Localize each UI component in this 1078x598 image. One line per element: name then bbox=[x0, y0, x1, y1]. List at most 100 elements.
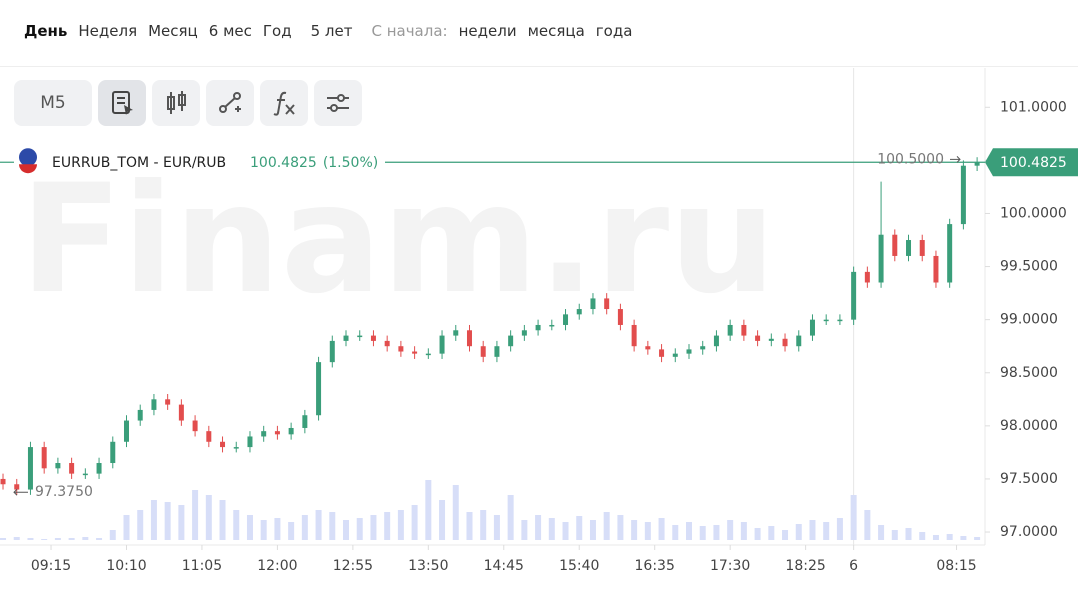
candle-body bbox=[796, 335, 802, 347]
candles-button[interactable] bbox=[152, 80, 200, 126]
tab[interactable]: Месяц bbox=[148, 22, 198, 40]
candle-body bbox=[741, 324, 747, 336]
candle-body bbox=[919, 240, 925, 256]
divider bbox=[0, 66, 1078, 67]
volume-bar bbox=[370, 515, 377, 540]
candle-body bbox=[508, 335, 514, 347]
candle-body bbox=[261, 431, 267, 437]
indicators-button[interactable] bbox=[260, 80, 308, 126]
candle-body bbox=[672, 353, 678, 357]
volume-bar bbox=[301, 515, 308, 540]
flag-icon bbox=[19, 164, 37, 174]
volume-bar bbox=[919, 532, 926, 540]
tab[interactable]: Неделя bbox=[78, 22, 138, 40]
candle-body bbox=[288, 427, 294, 435]
volume-bar bbox=[589, 520, 596, 540]
candle-body bbox=[384, 340, 390, 347]
volume-bar bbox=[233, 510, 240, 540]
volume-bar bbox=[178, 505, 185, 540]
price-tag-label: 100.4825 bbox=[1000, 155, 1067, 171]
flag-icon bbox=[19, 148, 37, 167]
candle-body bbox=[55, 463, 61, 469]
x-tick-label: 15:40 bbox=[559, 558, 599, 574]
volume-bar bbox=[68, 538, 75, 540]
y-tick-label: 100.0000 bbox=[1000, 205, 1067, 221]
candle-body bbox=[823, 319, 829, 322]
candle-body bbox=[782, 338, 788, 347]
icon bbox=[167, 91, 186, 114]
candle-body bbox=[69, 463, 75, 474]
candle-body bbox=[659, 349, 665, 357]
volume-bar bbox=[548, 518, 555, 540]
candle-body bbox=[604, 298, 610, 310]
volume-bar bbox=[150, 500, 157, 540]
x-tick-label: 11:05 bbox=[182, 558, 222, 574]
candle-body bbox=[851, 271, 857, 320]
drawing-button[interactable] bbox=[206, 80, 254, 126]
watermark: Finam.ru bbox=[20, 153, 776, 327]
candle-body bbox=[947, 224, 953, 283]
volume-bar bbox=[836, 518, 843, 540]
volume-bar bbox=[576, 516, 583, 540]
volume-bar bbox=[466, 512, 473, 540]
chart-type-button[interactable] bbox=[98, 80, 146, 126]
volume-bar bbox=[864, 510, 871, 540]
x-tick-label: 6 bbox=[849, 558, 858, 574]
volume-bar bbox=[782, 530, 789, 540]
volume-bar bbox=[672, 525, 679, 540]
volume-bar bbox=[891, 530, 898, 540]
tab[interactable]: День bbox=[24, 22, 68, 40]
icon bbox=[219, 92, 241, 113]
candle-body bbox=[302, 415, 308, 428]
volume-bar bbox=[205, 495, 212, 540]
volume-bar bbox=[932, 535, 939, 540]
candle-body bbox=[837, 319, 843, 322]
settings-button[interactable] bbox=[314, 80, 362, 126]
candle-body bbox=[878, 234, 884, 283]
candle-body bbox=[892, 234, 898, 256]
candle-body bbox=[41, 447, 47, 469]
x-tick-label: 08:15 bbox=[936, 558, 976, 574]
volume-bar bbox=[713, 525, 720, 540]
volume-bar bbox=[452, 485, 459, 540]
tab[interactable]: 6 мес bbox=[208, 22, 252, 40]
x-tick-label: 14:45 bbox=[484, 558, 524, 574]
tab[interactable]: года bbox=[595, 22, 633, 40]
tab[interactable]: месяца bbox=[527, 22, 585, 40]
volume-bar bbox=[795, 524, 802, 540]
volume-bar bbox=[315, 510, 322, 540]
volume-bar bbox=[658, 518, 665, 540]
volume-bar bbox=[754, 528, 761, 540]
tab[interactable]: недели bbox=[458, 22, 517, 40]
volume-bar bbox=[260, 520, 267, 540]
volume-bar bbox=[685, 522, 692, 540]
tab[interactable]: 5 лет bbox=[310, 22, 353, 40]
volume-bar bbox=[768, 526, 775, 540]
tab[interactable]: Год bbox=[262, 22, 292, 40]
candle-body bbox=[165, 399, 171, 405]
volume-bar bbox=[425, 480, 432, 540]
interval-button[interactable]: M5 bbox=[14, 80, 92, 126]
icon bbox=[112, 91, 133, 115]
candle-body bbox=[439, 335, 445, 354]
candle-body bbox=[686, 349, 692, 354]
x-tick-label: 18:25 bbox=[785, 558, 825, 574]
y-tick-label: 97.0000 bbox=[1000, 524, 1058, 540]
volume-bar bbox=[439, 500, 446, 540]
high-marker-label: 100.5000 bbox=[877, 151, 944, 167]
volume-bar bbox=[192, 490, 199, 540]
volume-bar bbox=[850, 495, 857, 540]
candle-body bbox=[316, 362, 322, 416]
volume-bar bbox=[288, 522, 295, 540]
candle-body bbox=[535, 324, 541, 331]
candle-body bbox=[398, 346, 404, 352]
volume-bar bbox=[617, 515, 624, 540]
volume-bar bbox=[384, 512, 391, 540]
volume-bar bbox=[521, 520, 528, 540]
high-marker-arrow bbox=[950, 156, 961, 163]
volume-bar bbox=[41, 539, 48, 540]
last-price: 100.4825 bbox=[250, 155, 317, 171]
candle-body bbox=[755, 335, 761, 341]
candle-body bbox=[233, 447, 239, 449]
